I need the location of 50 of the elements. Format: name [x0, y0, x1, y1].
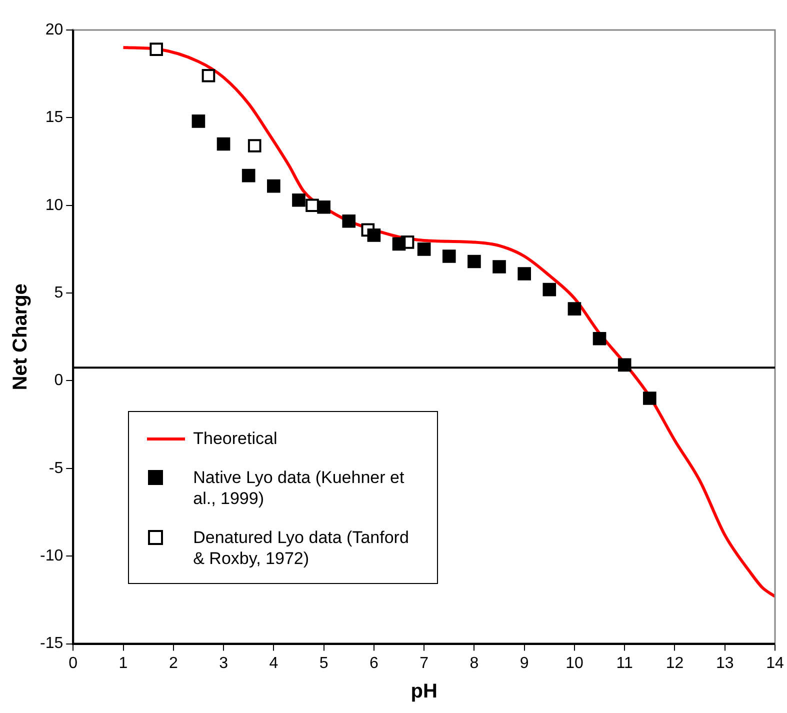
x-tick-label: 5: [319, 654, 328, 672]
point: [342, 214, 356, 228]
x-tick-label: 1: [118, 654, 128, 672]
y-tick-label: 0: [54, 372, 64, 390]
point: [468, 254, 481, 268]
y-tick-label: 20: [45, 21, 64, 38]
point: [242, 168, 256, 182]
y-tick-label: -10: [40, 548, 64, 565]
legend-label: Denatured Lyo data (Tanford & Roxby, 1972): [193, 526, 410, 569]
point: [592, 332, 606, 346]
x-tick-label: 3: [219, 654, 228, 672]
x-tick-label: 2: [168, 654, 178, 672]
y-tick-label: 5: [54, 284, 64, 302]
legend-label: Native Lyo data (Kuehner et al., 1999): [193, 466, 406, 509]
point: [568, 302, 582, 316]
point: [292, 193, 306, 207]
y-tick-label: 10: [45, 196, 64, 214]
point: [216, 137, 230, 151]
point: [643, 392, 656, 405]
point: [192, 114, 206, 128]
point: [150, 42, 164, 56]
x-tick-label: 14: [766, 654, 784, 672]
point: [417, 242, 431, 256]
x-tick-label: 12: [666, 654, 684, 672]
x-tick-label: 0: [68, 654, 78, 672]
point: [202, 68, 216, 82]
x-tick-label: 9: [520, 654, 529, 672]
legend-label: Theoretical: [193, 428, 278, 449]
point: [392, 237, 406, 251]
x-tick-label: 6: [369, 654, 378, 672]
x-tick-label: 7: [420, 654, 429, 672]
point: [306, 198, 319, 212]
x-tick-label: 11: [616, 654, 634, 672]
x-tick-label: 8: [470, 654, 479, 672]
point: [317, 200, 330, 214]
point: [518, 267, 531, 280]
y-tick-label: -15: [40, 635, 64, 652]
x-axis-title: pH: [410, 680, 438, 703]
x-tick-label: 10: [566, 654, 584, 672]
point: [267, 179, 280, 193]
point: [542, 282, 556, 296]
point: [442, 250, 456, 263]
x-tick-label: 13: [716, 654, 734, 672]
point: [367, 228, 381, 242]
point: [492, 260, 506, 274]
x-tick-label: 4: [269, 654, 278, 672]
y-axis-title: Net Charge: [10, 284, 32, 390]
y-tick-label: -5: [48, 460, 64, 477]
y-tick-label: 15: [45, 109, 64, 126]
point: [248, 139, 262, 152]
